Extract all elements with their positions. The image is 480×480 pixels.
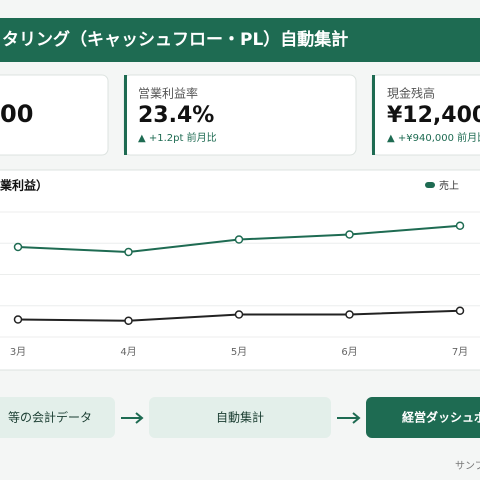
data-point bbox=[13, 315, 23, 324]
x-tick-label: 4月 bbox=[120, 346, 136, 358]
card-value: 00 bbox=[0, 100, 33, 128]
chart-title: 業利益） bbox=[0, 178, 48, 193]
data-point bbox=[345, 230, 354, 239]
card-accent bbox=[372, 75, 375, 155]
flow-box bbox=[0, 397, 115, 438]
flow-arrow bbox=[337, 412, 361, 424]
card-accent bbox=[124, 75, 127, 155]
card-label: 現金残高 bbox=[387, 86, 435, 101]
footer-note: サンプ bbox=[455, 460, 480, 472]
flow-box bbox=[149, 397, 331, 438]
chart-panel bbox=[0, 169, 480, 371]
x-tick-label: 7月 bbox=[452, 346, 468, 358]
card-label: 営業利益率 bbox=[138, 86, 198, 101]
flow-label: 等の会計データ bbox=[8, 410, 92, 425]
data-point bbox=[345, 310, 354, 319]
card-value: ¥12,400 bbox=[387, 103, 480, 128]
header-bar bbox=[0, 18, 480, 62]
legend-swatch bbox=[425, 182, 435, 188]
x-tick-label: 5月 bbox=[231, 346, 247, 358]
x-tick-label: 6月 bbox=[341, 346, 357, 358]
x-tick-label: 3月 bbox=[10, 346, 26, 358]
data-point bbox=[455, 221, 465, 230]
data-point bbox=[13, 242, 23, 252]
data-point bbox=[124, 247, 133, 257]
flow-box bbox=[366, 397, 480, 438]
flow-arrow bbox=[121, 412, 144, 424]
header-title: タリング（キャッシュフロー・PL）自動集計 bbox=[2, 29, 348, 50]
data-point bbox=[234, 310, 244, 319]
flow-label: 経営ダッシュボ bbox=[402, 410, 480, 425]
card-change: ▲ +¥940,000 前月比 bbox=[387, 131, 480, 144]
legend-label: 売上 bbox=[439, 179, 459, 192]
card-value: 23.4% bbox=[138, 103, 214, 128]
data-point bbox=[455, 306, 465, 315]
data-point bbox=[234, 235, 244, 244]
card-change: ▲ +1.2pt 前月比 bbox=[138, 131, 217, 144]
card bbox=[0, 74, 109, 156]
flow-label: 自動集計 bbox=[216, 410, 264, 425]
data-point bbox=[124, 316, 133, 325]
